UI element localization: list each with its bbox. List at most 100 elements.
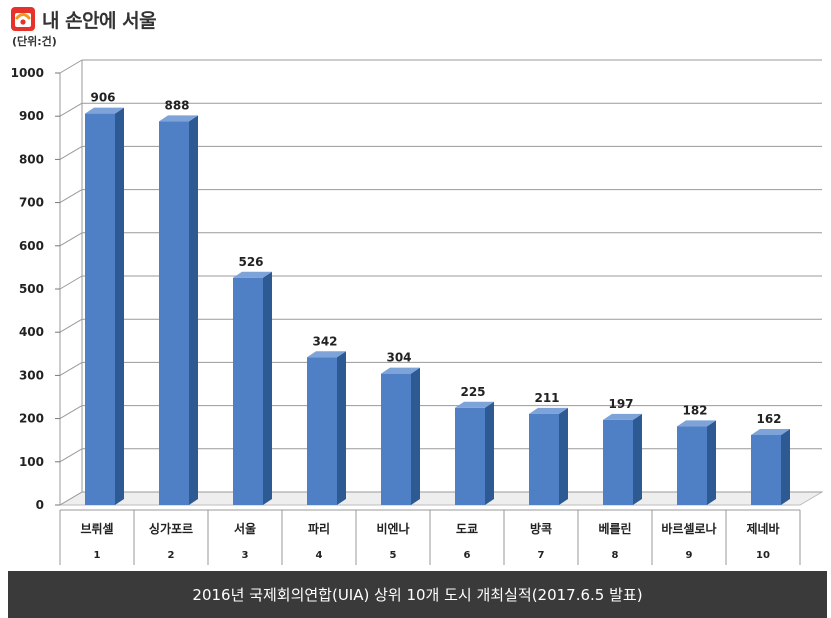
gridline-depth [59, 491, 83, 506]
bar-4 [307, 351, 346, 505]
category-label-7: 방콕 [530, 521, 552, 536]
rank-label-7: 7 [538, 550, 545, 561]
bar-side [189, 115, 198, 505]
bar-top [603, 413, 642, 420]
category-label-10: 제네바 [746, 521, 779, 536]
bar-7 [529, 407, 568, 505]
bar-top [307, 351, 346, 358]
rank-label-9: 9 [686, 550, 693, 561]
bar-front [751, 435, 781, 505]
bar-front [233, 277, 263, 505]
bar-6 [455, 401, 494, 505]
value-label-3: 526 [238, 255, 263, 269]
rank-label-10: 10 [756, 550, 770, 561]
value-label-4: 342 [312, 334, 337, 348]
category-label-8: 베를린 [598, 521, 631, 536]
category-label-4: 파리 [308, 521, 330, 536]
bar-top [381, 367, 420, 374]
y-tick-label: 900 [19, 109, 44, 123]
gridline-depth [59, 189, 83, 204]
bar-side [707, 420, 716, 505]
category-label-9: 바르셀로나 [661, 521, 716, 536]
bar-side [633, 413, 642, 505]
bar-top [85, 107, 124, 114]
unit-label: (단위:건) [12, 35, 57, 48]
category-label-3: 서울 [234, 521, 256, 536]
y-tick-label: 100 [19, 455, 44, 469]
bar-side [263, 271, 272, 505]
bar-side [485, 401, 494, 505]
gridline-depth [59, 102, 83, 117]
category-label-2: 싱가포르 [149, 521, 193, 536]
value-label-5: 304 [386, 351, 411, 365]
bar-front [529, 413, 559, 505]
bar-side [781, 429, 790, 505]
value-label-7: 211 [534, 391, 559, 405]
bar-side [559, 407, 568, 505]
caption-bar: 2016년 국제회의연합(UIA) 상위 10개 도시 개최실적(2017.6.… [8, 571, 827, 618]
bar-side [411, 367, 420, 505]
value-label-8: 197 [608, 397, 633, 411]
bar-chart: 01002003004005006007008009001000906브뤼셀18… [11, 59, 824, 565]
gridline-depth [59, 145, 83, 160]
caption-text: 2016년 국제회의연합(UIA) 상위 10개 도시 개최실적(2017.6.… [192, 586, 643, 604]
gridline-depth [59, 275, 83, 290]
bar-front [85, 113, 115, 505]
gridline-depth [59, 448, 83, 463]
bar-9 [677, 420, 716, 505]
gridline-depth [59, 405, 83, 420]
bar-top [529, 407, 568, 414]
value-label-10: 162 [756, 412, 781, 426]
rank-label-2: 2 [168, 550, 175, 561]
rank-label-8: 8 [612, 550, 619, 561]
y-tick-label: 300 [19, 368, 44, 382]
value-label-9: 182 [682, 403, 707, 417]
y-tick-label: 500 [19, 282, 44, 296]
rank-label-3: 3 [242, 550, 249, 561]
bar-5 [381, 367, 420, 505]
y-tick-label: 200 [19, 412, 44, 426]
y-tick-label: 600 [19, 239, 44, 253]
bar-front [603, 419, 633, 505]
bar-2 [159, 115, 198, 505]
bar-top [751, 429, 790, 436]
bar-top [159, 115, 198, 122]
bar-top [677, 420, 716, 427]
bar-8 [603, 413, 642, 505]
y-tick-label: 0 [36, 498, 44, 512]
labels-layer: 01002003004005006007008009001000906브뤼셀18… [11, 66, 782, 561]
gridline-depth [59, 59, 83, 74]
gridline-depth [59, 232, 83, 247]
rank-label-4: 4 [316, 550, 323, 561]
bar-front [307, 357, 337, 505]
value-label-2: 888 [164, 98, 189, 112]
value-label-6: 225 [460, 385, 485, 399]
header: 내 손안에 서울 [10, 4, 157, 34]
gridline-depth [59, 318, 83, 333]
rank-label-1: 1 [94, 550, 101, 561]
rank-label-5: 5 [390, 550, 397, 561]
rank-label-6: 6 [464, 550, 471, 561]
y-tick-label: 700 [19, 196, 44, 210]
bar-10 [751, 429, 790, 505]
bar-top [233, 271, 272, 278]
bar-top [455, 401, 494, 408]
seoul-logo-icon [11, 7, 35, 31]
y-tick-label: 800 [19, 152, 44, 166]
bar-front [455, 407, 485, 505]
y-tick-label: 400 [19, 325, 44, 339]
bar-side [115, 107, 124, 505]
y-tick-label: 1000 [11, 66, 44, 80]
bar-1 [85, 107, 124, 505]
brand-title: 내 손안에 서울 [42, 9, 157, 32]
value-label-1: 906 [90, 91, 115, 105]
bars-layer [85, 107, 790, 505]
category-label-1: 브뤼셀 [80, 521, 113, 536]
category-label-6: 도쿄 [456, 522, 478, 536]
bar-front [381, 373, 411, 505]
bar-side [337, 351, 346, 505]
bar-3 [233, 271, 272, 505]
category-label-5: 비엔나 [376, 521, 409, 536]
bar-front [677, 426, 707, 505]
gridline-depth [59, 361, 83, 376]
